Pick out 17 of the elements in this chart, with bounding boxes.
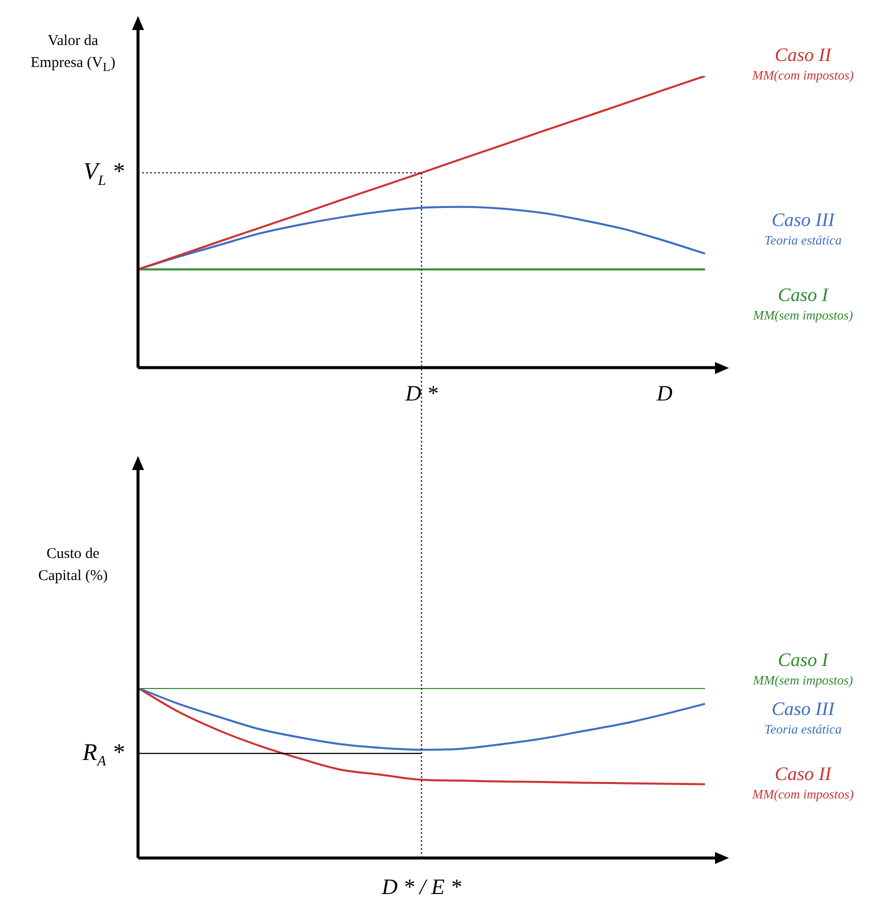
text: Caso III	[772, 210, 836, 231]
text: MM(com impostos)	[751, 67, 854, 82]
text: Caso II	[774, 764, 833, 785]
x-tick-label: D *	[404, 380, 438, 406]
text: Caso I	[778, 285, 830, 306]
text: MM(com impostos)	[751, 786, 854, 802]
text: MM(sem impostos)	[752, 307, 854, 322]
text: Caso III	[772, 699, 836, 720]
text: D * / E *	[380, 874, 462, 899]
text: Caso II	[774, 45, 833, 66]
text: Teoria estática	[764, 721, 842, 736]
text: Caso I	[778, 650, 830, 671]
text: MM(sem impostos)	[752, 672, 854, 688]
text: Teoria estática	[764, 232, 842, 248]
y-axis-title: Valor da Empresa (V$_{L}$)	[30, 32, 116, 76]
y-axis-title: Custo de Capital (%)	[37, 545, 109, 586]
x-tick-label: D	[656, 380, 673, 406]
